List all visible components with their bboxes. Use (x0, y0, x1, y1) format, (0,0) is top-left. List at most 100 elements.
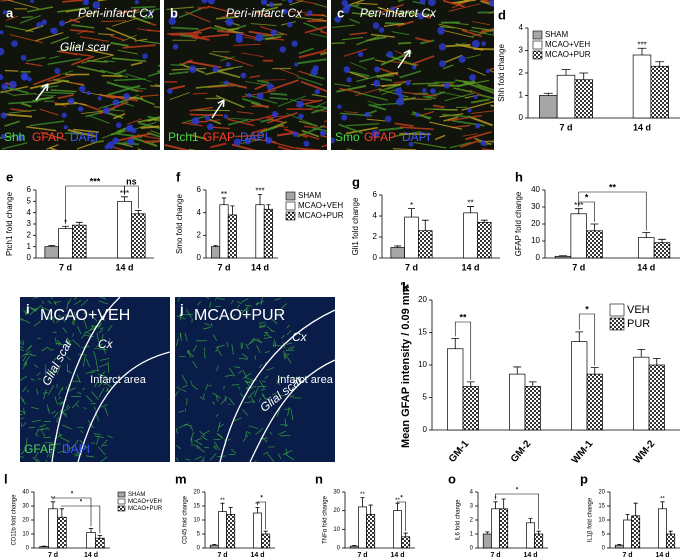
error-bar (421, 219, 429, 231)
significance-label: * (494, 496, 497, 502)
fiber (442, 0, 465, 8)
significance-label: * (585, 304, 589, 314)
fiber (347, 70, 369, 80)
error-bar (625, 514, 630, 520)
fiber (39, 108, 59, 116)
nucleus (372, 22, 380, 29)
fiber (338, 123, 363, 134)
fiber (20, 456, 25, 458)
arrow (35, 83, 49, 101)
fiber (332, 24, 355, 28)
fiber (228, 367, 236, 377)
fiber (412, 82, 439, 85)
fiber (71, 24, 95, 29)
y-axis-label: Ptch1 fold change (5, 191, 14, 256)
nucleus (439, 60, 446, 68)
y-tick-label: 20 (193, 490, 200, 496)
fiber (143, 140, 160, 143)
fiber (197, 6, 210, 10)
fiber (33, 73, 62, 86)
fiber (45, 459, 48, 462)
fiber (77, 392, 82, 395)
fiber (22, 339, 25, 346)
legend-label: SHAM (545, 30, 568, 39)
nucleus (417, 12, 425, 20)
error-bar (221, 197, 227, 205)
fiber (23, 407, 25, 415)
nucleus (310, 68, 318, 76)
region-label: MCAO+VEH (40, 307, 130, 324)
bar (39, 546, 49, 549)
y-tick-label: 10 (418, 360, 427, 369)
fiber (76, 141, 97, 150)
y-tick-label: 1 (519, 91, 524, 100)
x-tick-label: 7 d (217, 262, 230, 272)
bar (570, 213, 587, 259)
nucleus (443, 82, 451, 89)
stain-label: DAPI (402, 130, 430, 144)
fiber (292, 376, 302, 381)
fiber (94, 381, 98, 388)
fiber (176, 386, 183, 391)
fiber (94, 435, 104, 438)
fiber (287, 346, 293, 350)
fiber (185, 458, 191, 461)
fiber (274, 298, 281, 301)
error-bar (485, 531, 490, 534)
y-tick-label: 10 (598, 518, 605, 524)
fiber (30, 354, 37, 357)
micrograph (331, 0, 494, 150)
nucleus (371, 129, 380, 138)
fiber (29, 307, 38, 316)
y-tick-label: 4 (519, 23, 524, 32)
nucleus (0, 47, 5, 56)
fiber (56, 339, 62, 345)
nucleus (102, 106, 111, 115)
fiber (112, 146, 126, 150)
fiber (82, 387, 86, 391)
error-bar (212, 543, 217, 546)
bar (261, 533, 271, 549)
fiber (71, 400, 80, 409)
x-tick-label: 14 d (461, 262, 479, 272)
y-tick-label: 0 (337, 546, 341, 552)
nucleus (235, 35, 243, 44)
fiber (180, 332, 182, 341)
fiber (19, 14, 41, 24)
fiber (195, 83, 229, 89)
nucleus (292, 131, 299, 137)
fiber (32, 456, 38, 462)
x-tick-label: GM-1 (447, 438, 472, 465)
fiber (51, 297, 53, 300)
fiber (448, 3, 481, 12)
y-tick-label: 5 (27, 196, 32, 205)
fiber (229, 314, 236, 320)
fiber (85, 331, 92, 336)
legend-label: SHAM (298, 191, 321, 200)
fiber (298, 49, 327, 59)
fiber (4, 120, 21, 127)
significance-bracket (65, 185, 125, 225)
y-tick-label: 0 (197, 253, 202, 262)
fiber (22, 355, 27, 362)
y-tick-label: 5 (197, 532, 201, 538)
fiber (199, 430, 206, 437)
fiber (28, 344, 33, 350)
fiber (470, 98, 490, 104)
note-label: Cx (98, 337, 114, 351)
bar (366, 514, 376, 549)
fiber (139, 94, 159, 98)
fiber (74, 297, 77, 301)
fiber (111, 57, 147, 63)
significance-label: * (80, 500, 83, 506)
micrograph (20, 297, 170, 462)
fiber (14, 93, 37, 96)
nucleus (233, 138, 242, 146)
fiber (461, 100, 494, 111)
fiber (241, 342, 244, 349)
nucleus (296, 100, 304, 109)
fiber (280, 303, 288, 309)
fiber (256, 345, 261, 354)
fiber (411, 113, 432, 119)
